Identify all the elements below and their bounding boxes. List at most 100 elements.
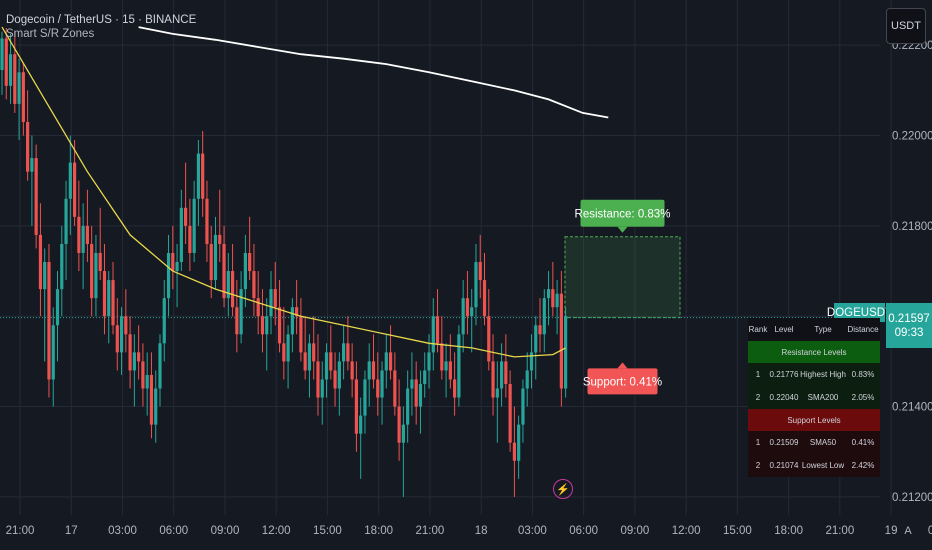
candle-body bbox=[461, 298, 465, 335]
auto-scale-button: A bbox=[904, 525, 912, 537]
candle-body bbox=[512, 442, 516, 461]
candle-body bbox=[256, 298, 260, 317]
currency-button[interactable]: USDT bbox=[886, 8, 926, 44]
candle-body bbox=[192, 198, 196, 253]
candle-body bbox=[179, 207, 183, 263]
candle-body bbox=[239, 289, 243, 335]
candle-body bbox=[60, 243, 64, 290]
candle-body bbox=[478, 262, 482, 281]
bar-countdown: 09:33 bbox=[894, 326, 924, 339]
candle-body bbox=[346, 343, 350, 362]
candle-body bbox=[260, 316, 265, 335]
candle-body bbox=[303, 352, 307, 371]
candle-body bbox=[265, 316, 269, 335]
candle-body bbox=[470, 307, 474, 317]
candle-body bbox=[312, 343, 316, 362]
support-section-title: Support Levels bbox=[748, 409, 880, 431]
candle-body bbox=[542, 298, 546, 335]
candle-body bbox=[209, 243, 213, 281]
candle-body bbox=[491, 361, 495, 398]
row-type: Highest High bbox=[800, 370, 846, 379]
candle-body bbox=[482, 280, 487, 317]
candle-body bbox=[149, 374, 154, 425]
candle-body bbox=[145, 374, 149, 389]
candle-body bbox=[201, 153, 205, 199]
candle-body bbox=[55, 289, 60, 326]
candle-body bbox=[269, 289, 273, 317]
candle-body bbox=[162, 298, 166, 344]
candle-body bbox=[448, 361, 452, 380]
row-type: SMA200 bbox=[807, 393, 839, 402]
x-tick-label: 21:00 bbox=[6, 525, 35, 537]
candle-body bbox=[85, 225, 89, 244]
candle-body bbox=[252, 271, 256, 299]
candle-body bbox=[235, 307, 239, 335]
candle-body bbox=[4, 38, 8, 86]
support-callout-box bbox=[587, 368, 658, 395]
indicator-name[interactable]: Smart S/R Zones bbox=[6, 28, 95, 40]
symbol-price-tag: DOGEUSDT bbox=[827, 303, 892, 322]
candle-body bbox=[453, 379, 457, 398]
candle-body bbox=[525, 370, 529, 389]
x-tick-label: 19 bbox=[885, 525, 898, 537]
row-distance: 0.83% bbox=[851, 370, 875, 379]
candle-body bbox=[213, 234, 218, 281]
candle-body bbox=[397, 406, 401, 443]
candle-body bbox=[406, 388, 410, 425]
candle-body bbox=[72, 162, 77, 217]
x-tick-label: 21:00 bbox=[416, 525, 445, 537]
candle-body bbox=[508, 383, 512, 443]
candle-body bbox=[111, 280, 115, 326]
row-rank: 1 bbox=[755, 438, 761, 447]
candle-body bbox=[102, 271, 107, 317]
candle-body bbox=[94, 252, 98, 299]
candle-body bbox=[119, 316, 124, 353]
header-rank: Rank bbox=[748, 325, 768, 334]
plot-background bbox=[0, 0, 880, 515]
support-callout-label: Support: 0.41% bbox=[583, 376, 662, 388]
candle-body bbox=[158, 343, 162, 389]
price-axis-background bbox=[880, 0, 932, 550]
candle-body bbox=[243, 252, 247, 290]
header-level: Level bbox=[774, 325, 794, 334]
candle-body bbox=[423, 370, 427, 384]
candle-body bbox=[418, 383, 423, 407]
row-level: 0.21509 bbox=[769, 438, 799, 447]
candle-body bbox=[205, 198, 209, 244]
zone-callouts: Resistance: 0.83% Support: 0.41% bbox=[575, 199, 670, 395]
candle-body bbox=[371, 361, 376, 380]
candle-body bbox=[440, 343, 444, 371]
candle-body bbox=[504, 361, 508, 384]
candle-body bbox=[81, 225, 85, 253]
lightning-icon[interactable]: ⚡ bbox=[553, 479, 573, 499]
candle-body bbox=[38, 234, 43, 290]
candle-body bbox=[277, 307, 282, 344]
candle-body bbox=[30, 158, 34, 172]
candle-body bbox=[337, 361, 341, 389]
x-tick-label: 09:00 bbox=[211, 525, 240, 537]
last-price-tag: 0.21597 09:33 bbox=[886, 303, 932, 348]
candle-body bbox=[320, 379, 324, 398]
x-tick-label: 09:00 bbox=[620, 525, 649, 537]
x-tick-label: 18:00 bbox=[774, 525, 803, 537]
candle-body bbox=[34, 158, 38, 235]
candle-body bbox=[324, 352, 329, 380]
last-price-value: 0.21597 bbox=[888, 312, 930, 325]
candle-body bbox=[282, 343, 286, 362]
time-axis-background bbox=[0, 515, 880, 550]
candle-body bbox=[388, 352, 393, 371]
x-tick-label: 06:00 bbox=[569, 525, 598, 537]
candle-body bbox=[435, 316, 440, 344]
candle-body bbox=[384, 352, 388, 371]
header-type: Type bbox=[814, 325, 832, 334]
resistance-callout-box bbox=[580, 199, 665, 227]
x-tick-label: 18 bbox=[475, 525, 488, 537]
candle-body bbox=[474, 262, 478, 308]
candle-body bbox=[559, 293, 563, 389]
candle-body bbox=[107, 280, 111, 317]
time-axis[interactable]: 21:00 17 03:00 06:00 09:00 12:00 15:00 18:00 21:… bbox=[6, 525, 932, 537]
sr-zones bbox=[0, 236, 880, 319]
candle-body bbox=[363, 379, 367, 416]
candle-body bbox=[367, 361, 371, 380]
